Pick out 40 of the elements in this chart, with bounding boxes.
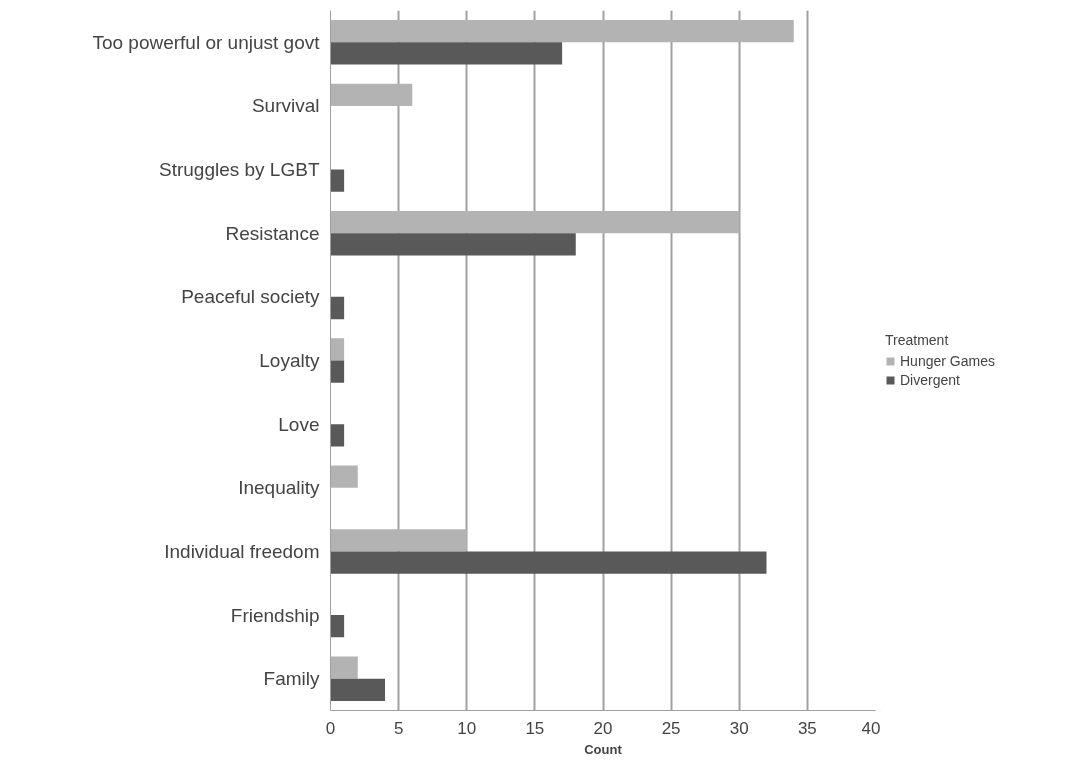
y-tick-label: Family: [263, 668, 320, 690]
x-tick-label: 25: [661, 718, 681, 738]
bar: [330, 529, 467, 552]
bar: [330, 551, 767, 574]
x-tick-label: 30: [729, 718, 749, 738]
bar: [330, 424, 345, 447]
x-tick-label: 20: [593, 718, 613, 738]
y-tick-label: Friendship: [230, 604, 320, 626]
bar: [330, 656, 358, 679]
y-tick-label: Struggles by LGBT: [158, 159, 320, 181]
x-tick-label: 40: [861, 718, 881, 738]
x-tick-label: 15: [525, 718, 545, 738]
x-tick-label: 5: [393, 718, 404, 738]
bar: [330, 169, 345, 192]
x-axis-title: Count: [584, 741, 623, 757]
legend-title: Treatment: [885, 332, 950, 348]
x-tick-label: 35: [797, 718, 817, 738]
y-tick-label: Survival: [251, 95, 320, 117]
legend-label: Divergent: [900, 372, 960, 388]
y-tick-label: Love: [278, 413, 320, 435]
bar: [330, 465, 358, 488]
y-tick-label: Inequality: [238, 477, 320, 499]
bar: [330, 678, 385, 701]
y-tick-label: Individual freedom: [164, 540, 320, 562]
bar: [330, 233, 576, 256]
y-tick-label: Resistance: [225, 222, 320, 244]
legend-label: Hunger Games: [900, 353, 995, 369]
bar: [330, 360, 345, 383]
bar: [330, 338, 345, 361]
y-tick-label: Too powerful or unjust govt: [92, 31, 321, 53]
y-tick-label: Loyalty: [259, 350, 320, 371]
x-tick-label: 10: [457, 718, 477, 738]
bar: [330, 615, 345, 638]
bar: [330, 296, 345, 320]
y-tick-label: Peaceful society: [181, 286, 320, 308]
x-tick-label: 0: [325, 718, 336, 738]
bar: [330, 20, 794, 43]
bar: [330, 42, 563, 65]
bar: [330, 83, 413, 106]
bar: [330, 210, 740, 234]
